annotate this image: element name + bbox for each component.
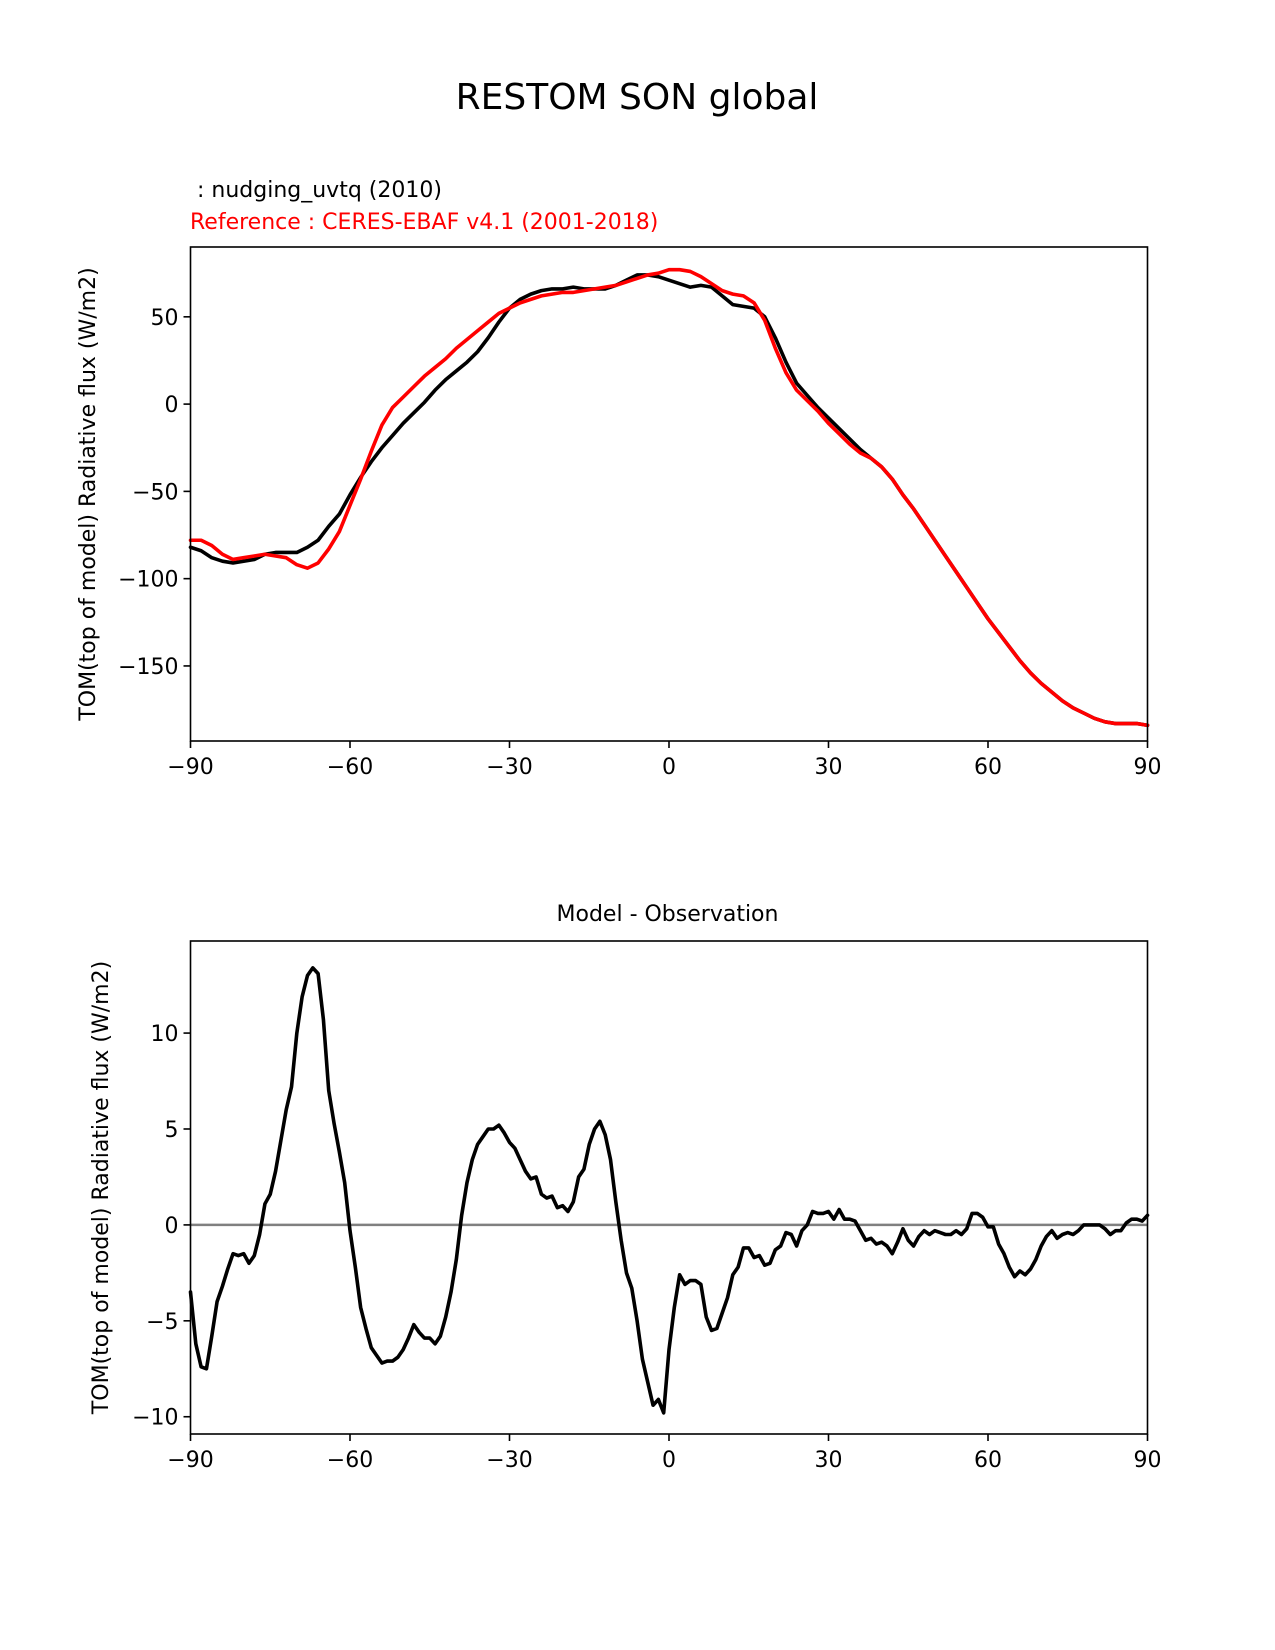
bottom-ylabel: TOM(top of model) Radiative flux (W/m2) <box>89 961 114 1415</box>
reference-label: Reference : CERES-EBAF v4.1 (2001-2018) <box>190 210 658 235</box>
bottom-ytick-label: 0 <box>165 1214 179 1239</box>
top-axes-frame <box>189 246 1149 742</box>
top-ytick-label: −50 <box>132 480 178 505</box>
bottom-ytick-label: 10 <box>151 1022 179 1047</box>
bottom-xtick-label: −90 <box>167 1448 213 1473</box>
test-label: : nudging_uvtq (2010) <box>190 178 442 203</box>
bottom-xtick-label: 90 <box>1134 1448 1162 1473</box>
bottom-ytick-label: 5 <box>165 1118 179 1143</box>
bottom-xtick-label: −30 <box>486 1448 532 1473</box>
bottom-xtick-label: 60 <box>974 1448 1002 1473</box>
top-ytick-label: −100 <box>118 568 178 593</box>
top-ytick-label: −150 <box>118 655 178 680</box>
top-ytick-label: 50 <box>151 306 179 331</box>
top-xtick-label: 30 <box>815 755 843 780</box>
figure-suptitle: RESTOM SON global <box>456 77 819 118</box>
top-xtick-label: 60 <box>974 755 1002 780</box>
top-xtick-label: −30 <box>486 755 532 780</box>
top-series-reference-line <box>188 267 1150 728</box>
bottom-panel-model-minus-observation: Model - Observation −90 −60 −30 0 30 60 90 10 5 0… <box>89 902 1162 1473</box>
bottom-xtick-label: 30 <box>815 1448 843 1473</box>
bottom-ytick-label: −10 <box>132 1406 178 1431</box>
bottom-xtick-label: −60 <box>327 1448 373 1473</box>
top-ylabel: TOM(top of model) Radiative flux (W/m2) <box>76 267 101 721</box>
bottom-xtick-label: 0 <box>662 1448 676 1473</box>
top-xtick-label: 0 <box>662 755 676 780</box>
bottom-ytick-label: −5 <box>146 1310 178 1335</box>
bottom-series-model-line <box>188 966 1150 1415</box>
bottom-panel-title: Model - Observation <box>557 902 779 927</box>
top-ytick-label: 0 <box>165 393 179 418</box>
top-xtick-label: −60 <box>327 755 373 780</box>
top-panel-radiative-flux: −90 −60 −30 0 30 60 90 50 0 −50 −100 −150 TOM(top of… <box>76 246 1162 780</box>
top-xtick-label: 90 <box>1134 755 1162 780</box>
top-series-model-line <box>188 273 1150 728</box>
top-xtick-label: −90 <box>167 755 213 780</box>
